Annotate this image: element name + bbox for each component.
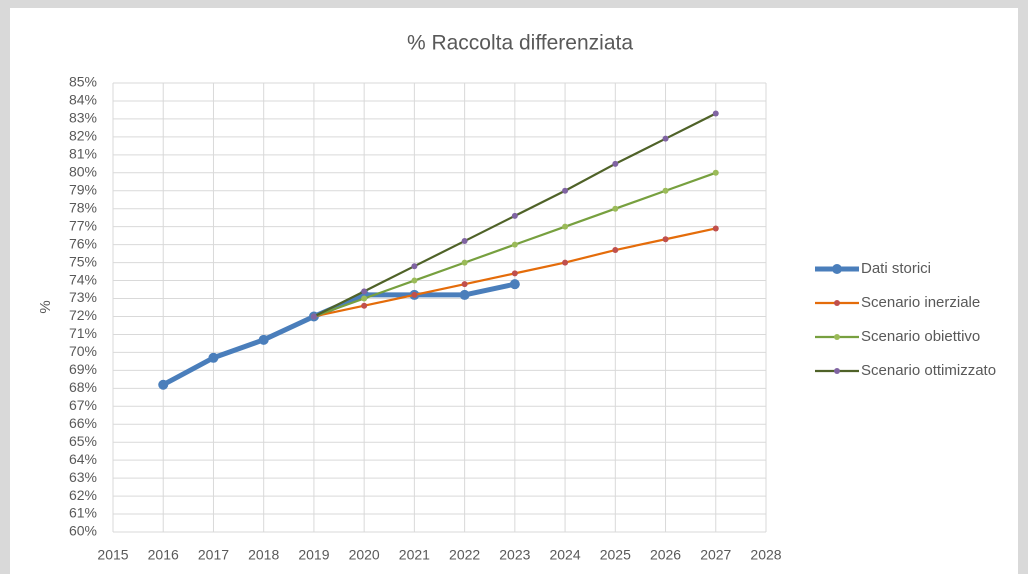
y-tick-label: 62% — [69, 487, 97, 503]
y-tick-label: 60% — [69, 523, 97, 539]
data-point — [461, 238, 468, 245]
y-tick-label: 72% — [69, 307, 97, 323]
data-point — [461, 259, 468, 266]
data-point — [662, 236, 669, 243]
x-tick-label: 2019 — [298, 547, 329, 563]
legend-label: Scenario inerziale — [861, 294, 980, 311]
y-tick-label: 67% — [69, 397, 97, 413]
legend-label: Scenario obiettivo — [861, 328, 980, 345]
data-point — [562, 187, 569, 194]
y-tick-label: 82% — [69, 128, 97, 144]
data-point — [511, 212, 518, 219]
x-tick-label: 2025 — [600, 547, 631, 563]
data-point — [361, 288, 368, 295]
chart-area — [10, 8, 1018, 574]
y-tick-label: 73% — [69, 289, 97, 305]
data-point — [509, 279, 520, 290]
y-tick-label: 74% — [69, 271, 97, 287]
x-tick-label: 2022 — [449, 547, 480, 563]
data-point — [361, 302, 368, 309]
data-point — [361, 295, 368, 302]
x-tick-label: 2023 — [499, 547, 530, 563]
y-axis-label: % — [37, 300, 54, 313]
y-tick-label: 75% — [69, 253, 97, 269]
legend-marker — [834, 334, 840, 340]
y-tick-label: 71% — [69, 325, 97, 341]
data-point — [712, 169, 719, 176]
x-tick-label: 2017 — [198, 547, 229, 563]
y-tick-label: 83% — [69, 110, 97, 126]
data-point — [411, 277, 418, 284]
y-tick-label: 66% — [69, 415, 97, 431]
x-tick-label: 2028 — [750, 547, 781, 563]
y-tick-label: 63% — [69, 469, 97, 485]
y-tick-label: 79% — [69, 181, 97, 197]
legend-marker — [834, 368, 840, 374]
y-tick-label: 65% — [69, 433, 97, 449]
x-tick-label: 2021 — [399, 547, 430, 563]
x-tick-label: 2020 — [349, 547, 380, 563]
legend-label: Scenario ottimizzato — [861, 362, 996, 379]
data-point — [712, 110, 719, 117]
y-tick-label: 61% — [69, 505, 97, 521]
y-tick-label: 64% — [69, 451, 97, 467]
legend-marker — [834, 300, 840, 306]
data-point — [511, 270, 518, 277]
data-point — [208, 352, 219, 363]
data-point — [562, 223, 569, 230]
data-point — [662, 135, 669, 142]
data-point — [310, 313, 317, 320]
data-point — [562, 259, 569, 266]
series-line — [162, 281, 516, 387]
y-tick-label: 78% — [69, 199, 97, 215]
data-point — [662, 187, 669, 194]
data-point — [411, 263, 418, 270]
y-tick-label: 84% — [69, 92, 97, 108]
y-tick-label: 76% — [69, 235, 97, 251]
x-tick-label: 2027 — [700, 547, 731, 563]
data-point — [612, 247, 619, 254]
y-tick-label: 81% — [69, 146, 97, 162]
data-point — [258, 334, 269, 345]
x-tick-label: 2015 — [97, 547, 128, 563]
y-tick-label: 77% — [69, 217, 97, 233]
data-point — [612, 205, 619, 212]
data-point — [461, 281, 468, 288]
data-point — [612, 160, 619, 167]
data-point — [158, 379, 169, 390]
data-point — [411, 291, 418, 298]
y-tick-label: 68% — [69, 379, 97, 395]
data-point — [712, 225, 719, 232]
x-tick-label: 2026 — [650, 547, 681, 563]
x-tick-label: 2016 — [148, 547, 179, 563]
x-tick-label: 2018 — [248, 547, 279, 563]
data-point — [511, 241, 518, 248]
legend-marker — [832, 264, 842, 274]
y-tick-label: 85% — [69, 74, 97, 90]
y-tick-label: 69% — [69, 361, 97, 377]
y-tick-label: 80% — [69, 164, 97, 180]
x-tick-label: 2024 — [549, 547, 580, 563]
legend-label: Dati storici — [861, 260, 931, 277]
chart-title: % Raccolta differenziata — [407, 32, 633, 55]
y-tick-label: 70% — [69, 343, 97, 359]
data-point — [459, 289, 470, 300]
